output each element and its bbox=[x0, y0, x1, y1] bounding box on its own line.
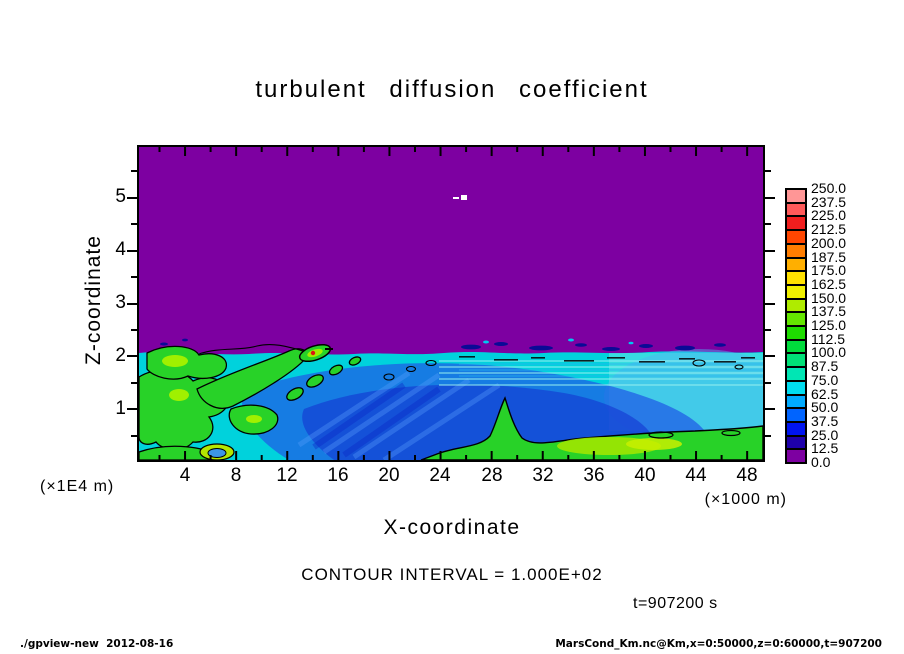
colorbar-tick-label: 125.0 bbox=[811, 317, 847, 333]
colorbar-tick-label: 87.5 bbox=[811, 358, 839, 374]
colorbar-tick-label: 62.5 bbox=[811, 386, 839, 402]
y-axis-tick bbox=[131, 329, 137, 331]
white-speck bbox=[453, 195, 467, 200]
footer-command: ./gpview-new 2012-08-16 bbox=[20, 638, 174, 650]
y-axis-tick bbox=[131, 223, 137, 225]
contour-dashes bbox=[459, 356, 755, 363]
colorbar bbox=[785, 188, 807, 464]
colorbar-tick-label: 137.5 bbox=[811, 303, 847, 319]
colorbar-tick-label: 250.0 bbox=[811, 180, 847, 196]
colorbar-tick-label: 212.5 bbox=[811, 221, 847, 237]
y-axis-tick bbox=[765, 197, 775, 199]
x-tick-label: 28 bbox=[481, 465, 503, 486]
small-contour-loops bbox=[198, 343, 744, 381]
colorbar-tick-label: 175.0 bbox=[811, 262, 847, 278]
plot-title: turbulent diffusion coefficient bbox=[255, 76, 649, 103]
bright-green-centers bbox=[162, 355, 262, 423]
colorbar-tick-label: 37.5 bbox=[811, 413, 839, 429]
bottom-green-band bbox=[420, 396, 763, 460]
x-tick-label: 20 bbox=[378, 465, 400, 486]
interface-dark-specks bbox=[160, 338, 726, 351]
x-tick-label: 40 bbox=[634, 465, 656, 486]
wave-streaks bbox=[297, 370, 501, 460]
y-axis-tick bbox=[127, 250, 137, 252]
contour-field bbox=[139, 147, 763, 460]
colorbar-tick-label: 162.5 bbox=[811, 276, 847, 292]
x-tick-label: 32 bbox=[532, 465, 554, 486]
x-tick-label: 12 bbox=[276, 465, 298, 486]
x-tick-label: 8 bbox=[230, 465, 242, 486]
bottom-left-eye-feature bbox=[199, 443, 235, 460]
y-axis-tick bbox=[127, 355, 137, 357]
x-tick-label: 4 bbox=[179, 465, 191, 486]
x-ticks-top bbox=[158, 147, 749, 156]
y-axis-tick bbox=[127, 303, 137, 305]
y-tick-label: 4 bbox=[115, 239, 126, 260]
footer-source: MarsCond_Km.nc@Km,x=0:50000,z=0:60000,t=… bbox=[555, 638, 882, 650]
y-axis-tick bbox=[765, 408, 775, 410]
y-axis-tick bbox=[765, 382, 771, 384]
x-tick-label: 16 bbox=[327, 465, 349, 486]
cyan-specks bbox=[483, 338, 634, 345]
horizontal-streaks bbox=[439, 360, 763, 386]
y-axis-unit-note: (×1E4 m) bbox=[40, 478, 115, 495]
colorbar-tick-label: 187.5 bbox=[811, 249, 847, 265]
y-tick-label: 2 bbox=[115, 345, 126, 366]
colorbar-tick-label: 200.0 bbox=[811, 235, 847, 251]
y-tick-label: 5 bbox=[115, 186, 126, 207]
x-axis-unit-note: (×1000 m) bbox=[704, 491, 787, 508]
colorbar-tick-label: 50.0 bbox=[811, 399, 839, 415]
y-tick-label: 1 bbox=[115, 398, 126, 419]
colorbar-tick-label: 25.0 bbox=[811, 427, 839, 443]
y-axis-tick bbox=[127, 197, 137, 199]
y-axis-tick bbox=[131, 276, 137, 278]
y-axis-tick bbox=[765, 329, 771, 331]
x-tick-label: 36 bbox=[583, 465, 605, 486]
plot-frame bbox=[137, 145, 765, 462]
colorbar-tick-label: 75.0 bbox=[811, 372, 839, 388]
x-axis-label: X-coordinate bbox=[383, 516, 521, 539]
colorbar-tick-label: 150.0 bbox=[811, 290, 847, 306]
colorbar-tick-label: 0.0 bbox=[811, 454, 831, 470]
time-label: t=907200 s bbox=[633, 595, 718, 612]
y-axis-tick bbox=[765, 276, 771, 278]
embedded-max-feature bbox=[298, 343, 333, 363]
y-axis-tick bbox=[131, 382, 137, 384]
x-ticks-bottom bbox=[158, 451, 749, 460]
y-axis-tick bbox=[765, 303, 775, 305]
colorbar-tick-label: 100.0 bbox=[811, 344, 847, 360]
colorbar-tick-label: 112.5 bbox=[811, 331, 845, 347]
x-tick-label: 48 bbox=[736, 465, 758, 486]
y-axis-tick bbox=[127, 408, 137, 410]
y-axis-tick bbox=[765, 250, 775, 252]
x-tick-label: 44 bbox=[685, 465, 707, 486]
colorbar-tick-label: 225.0 bbox=[811, 207, 847, 223]
y-axis-tick bbox=[765, 435, 771, 437]
y-axis-tick bbox=[765, 170, 771, 172]
contour-interval-note: CONTOUR INTERVAL = 1.000E+02 bbox=[301, 565, 603, 584]
x-tick-label: 24 bbox=[429, 465, 451, 486]
y-axis-tick bbox=[765, 355, 775, 357]
colorbar-tick-label: 237.5 bbox=[811, 194, 847, 210]
y-axis-tick bbox=[765, 223, 771, 225]
colorbar-cell bbox=[785, 448, 807, 464]
colorbar-tick-label: 12.5 bbox=[811, 440, 839, 456]
y-axis-tick bbox=[131, 170, 137, 172]
y-tick-label: 3 bbox=[115, 292, 126, 313]
y-axis-tick bbox=[131, 435, 137, 437]
horizontal-streaks-blue bbox=[459, 363, 763, 377]
wave-streaks-dark bbox=[312, 382, 441, 458]
